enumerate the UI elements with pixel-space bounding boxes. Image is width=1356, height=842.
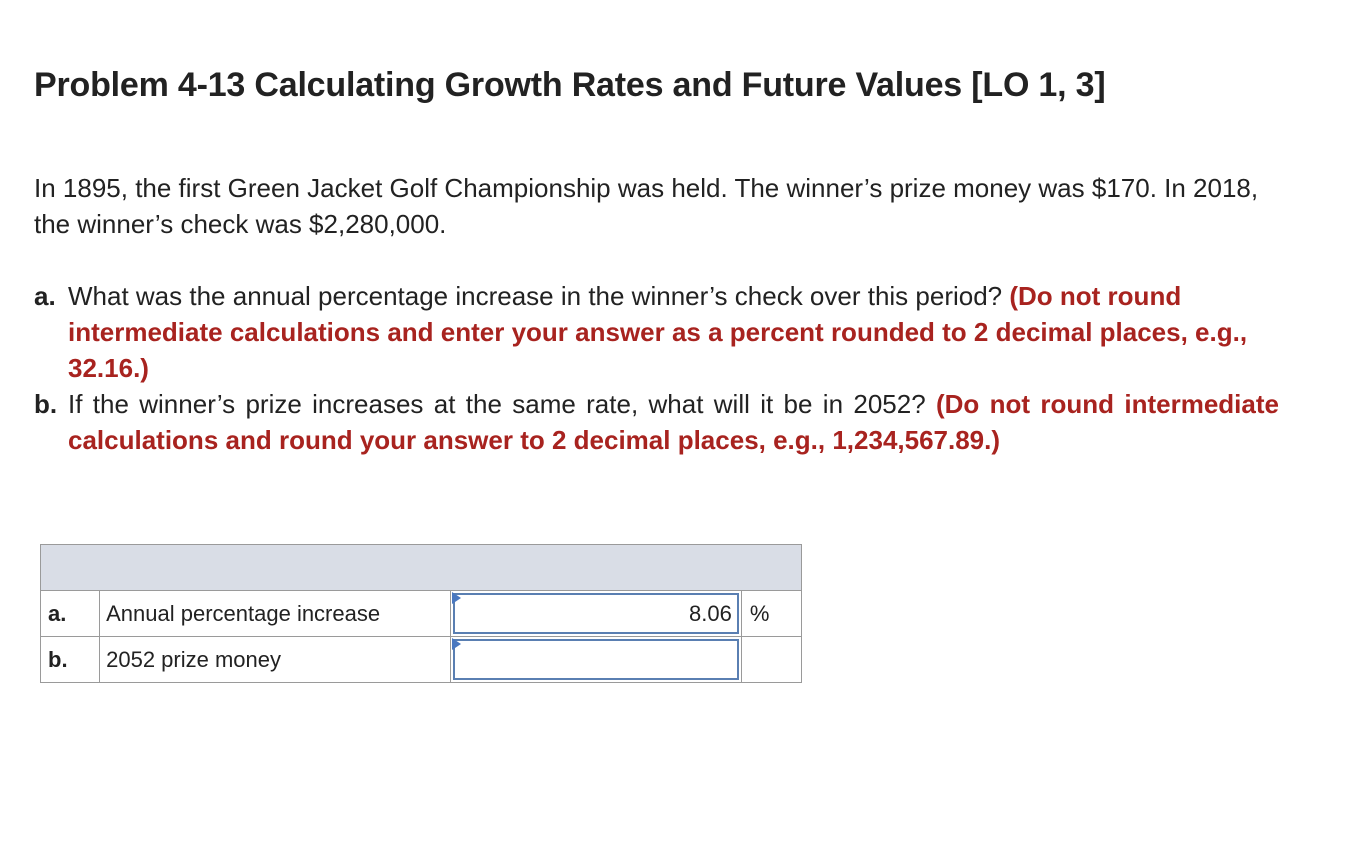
answer-row-a-label: Annual percentage increase	[99, 590, 451, 637]
answer-table: a. Annual percentage increase % b. 2052 …	[39, 544, 803, 683]
answer-row-a-input-cell	[449, 590, 742, 637]
question-a: a. What was the annual percentage increa…	[34, 278, 1279, 386]
problem-title: Problem 4-13 Calculating Growth Rates an…	[34, 66, 1106, 104]
question-a-text: What was the annual percentage increase …	[68, 281, 1003, 311]
answer-row-b-letter: b.	[39, 636, 101, 683]
question-b-text: If the winner’s prize increases at the s…	[68, 389, 926, 419]
problem-intro: In 1895, the first Green Jacket Golf Cha…	[34, 173, 1259, 239]
answer-row-b: b. 2052 prize money	[39, 636, 803, 683]
answer-table-header-cell	[40, 544, 802, 591]
answer-row-a-unit: %	[740, 590, 803, 637]
prize-money-input[interactable]	[452, 639, 739, 680]
question-b-letter: b.	[34, 389, 58, 419]
flag-icon	[451, 638, 461, 650]
annual-percentage-input[interactable]	[452, 593, 739, 634]
answer-row-b-input-cell	[449, 636, 742, 683]
question-b-instruction: (Do not round intermediate calculations …	[68, 389, 1279, 455]
flag-icon	[451, 592, 461, 604]
answer-table-header	[40, 544, 802, 591]
answer-row-b-label: 2052 prize money	[99, 636, 451, 683]
answer-row-a-letter: a.	[39, 590, 101, 637]
question-a-instruction: (Do not round intermediate calculations …	[68, 281, 1248, 383]
question-b: b. If the winner’s prize increases at th…	[34, 386, 1279, 458]
answer-row-b-unit	[740, 636, 803, 683]
question-a-letter: a.	[34, 281, 56, 311]
answer-row-a: a. Annual percentage increase %	[39, 590, 803, 637]
